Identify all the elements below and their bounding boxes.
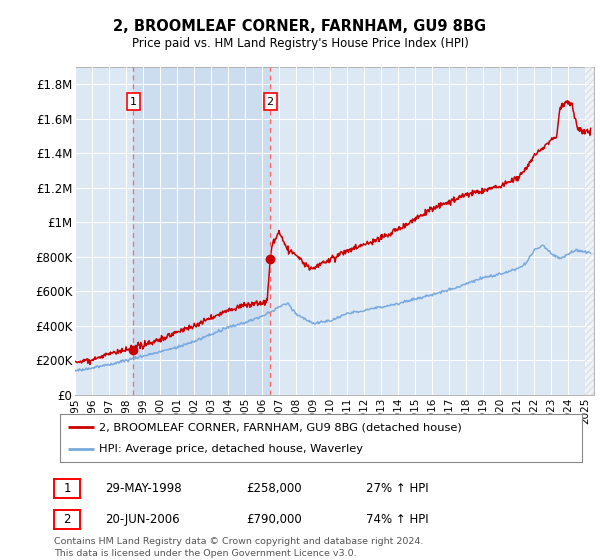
Text: 2, BROOMLEAF CORNER, FARNHAM, GU9 8BG: 2, BROOMLEAF CORNER, FARNHAM, GU9 8BG <box>113 20 487 34</box>
Text: Price paid vs. HM Land Registry's House Price Index (HPI): Price paid vs. HM Land Registry's House … <box>131 37 469 50</box>
Text: 74% ↑ HPI: 74% ↑ HPI <box>366 513 428 526</box>
Text: 27% ↑ HPI: 27% ↑ HPI <box>366 482 428 495</box>
Bar <box>586 67 594 395</box>
Text: 20-JUN-2006: 20-JUN-2006 <box>105 513 179 526</box>
Text: HPI: Average price, detached house, Waverley: HPI: Average price, detached house, Wave… <box>99 444 363 454</box>
Text: Contains HM Land Registry data © Crown copyright and database right 2024.
This d: Contains HM Land Registry data © Crown c… <box>54 537 424 558</box>
Text: 1: 1 <box>64 482 71 495</box>
Text: 2, BROOMLEAF CORNER, FARNHAM, GU9 8BG (detached house): 2, BROOMLEAF CORNER, FARNHAM, GU9 8BG (d… <box>99 422 462 432</box>
Text: £790,000: £790,000 <box>246 513 302 526</box>
Text: 29-MAY-1998: 29-MAY-1998 <box>105 482 182 495</box>
Text: 2: 2 <box>266 96 274 106</box>
Text: 1: 1 <box>130 96 137 106</box>
Text: £258,000: £258,000 <box>246 482 302 495</box>
Text: 2: 2 <box>64 513 71 526</box>
Bar <box>133 67 270 395</box>
